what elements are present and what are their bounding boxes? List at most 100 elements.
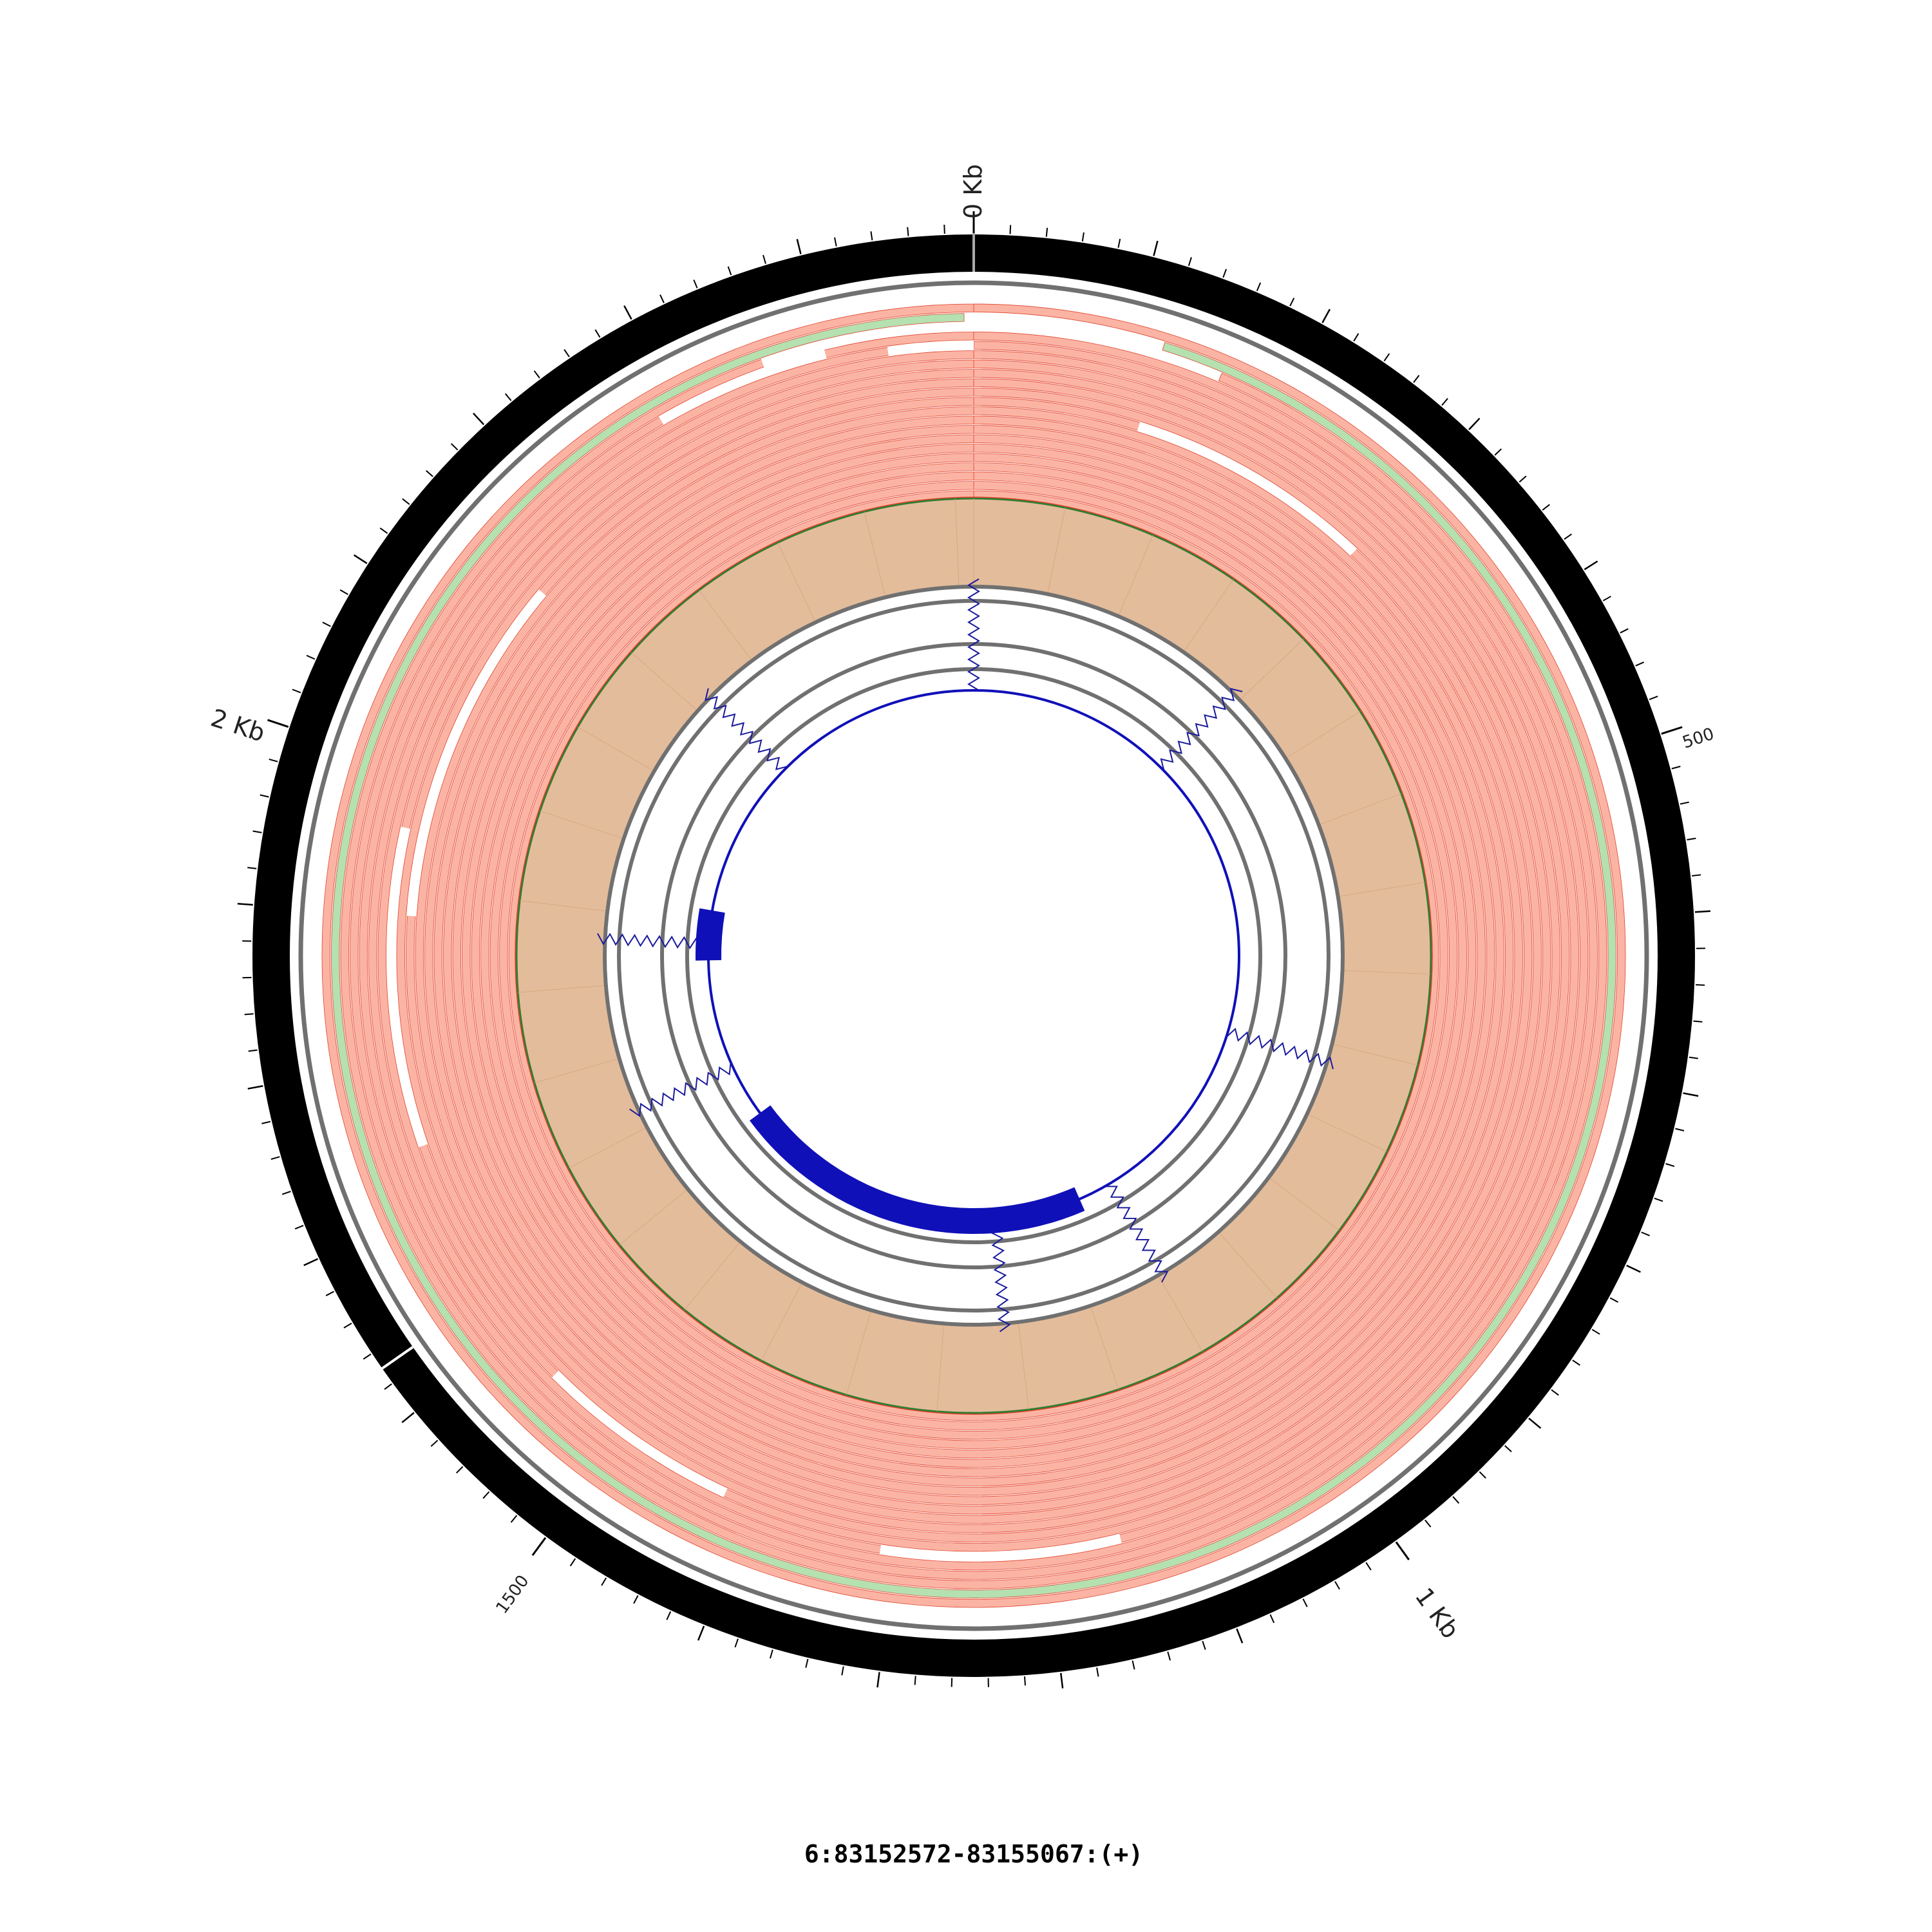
scale-tick — [943, 224, 945, 234]
scale-tick — [805, 1658, 809, 1668]
scale-tick — [876, 1672, 880, 1688]
scale-tick — [325, 1291, 334, 1296]
scale-label-2kb: 2 Kb — [207, 703, 269, 747]
scale-tick — [564, 349, 570, 357]
read-row — [462, 444, 1486, 1468]
scale-tick — [1680, 801, 1689, 805]
scale-tick — [796, 239, 802, 254]
coverage-bin — [520, 900, 607, 912]
scale-tick — [1504, 1445, 1512, 1453]
scale-tick — [252, 830, 262, 833]
read-row — [350, 332, 1598, 1580]
coverage-bin — [1090, 1307, 1119, 1390]
scale-tick — [270, 1156, 280, 1160]
coverage-bin — [1047, 507, 1066, 593]
junction-ring-inner — [685, 667, 1262, 1244]
scale-tick — [303, 1258, 319, 1266]
scale-tick — [693, 279, 698, 289]
scale-tick — [1269, 1614, 1275, 1624]
scale-label-1kb: 1 Kb — [1410, 1582, 1465, 1643]
splice-junction — [1104, 1186, 1169, 1283]
scale-tick — [450, 443, 459, 451]
scale-tick — [267, 719, 289, 728]
scale-tick — [1479, 1471, 1486, 1479]
scale-tick — [569, 1558, 576, 1567]
read-gap — [887, 341, 974, 356]
scale-tick — [1654, 1197, 1663, 1202]
scale-tick — [1222, 269, 1227, 278]
scale-tick — [1675, 1128, 1685, 1132]
coverage-inner-outline — [603, 585, 1345, 1327]
scale-tick — [870, 231, 873, 241]
coverage-bin — [540, 810, 623, 839]
read-row — [433, 415, 1514, 1496]
scale-tick — [1494, 448, 1502, 456]
scale-tick — [1441, 398, 1448, 406]
scale-tick — [402, 498, 410, 505]
read-row — [471, 453, 1477, 1459]
scale-tick — [1649, 696, 1658, 701]
read-row — [387, 369, 1560, 1542]
coverage-track — [515, 497, 1433, 1415]
scale-tick — [1236, 1628, 1244, 1643]
scale-tick — [834, 237, 837, 247]
scale-tick — [269, 758, 278, 762]
scale-tick — [1542, 504, 1550, 511]
scale-tick — [482, 1491, 490, 1499]
scale-label-0kb: 0 Kb — [959, 164, 987, 219]
scale-tick — [1687, 837, 1696, 841]
splice-junction — [1160, 688, 1243, 772]
coverage-bin — [761, 1283, 802, 1361]
scale-tick — [601, 1577, 607, 1586]
scale-tick — [281, 1191, 291, 1195]
scale-tick — [1202, 1640, 1206, 1650]
scale-tick — [247, 1085, 263, 1090]
ideogram-ring — [252, 233, 1695, 1677]
coverage-area — [516, 498, 1431, 1413]
read-row — [415, 397, 1533, 1515]
gene-exon — [695, 908, 725, 961]
coverage-bin — [1240, 638, 1304, 699]
scale-tick — [260, 794, 269, 798]
read-row — [377, 359, 1570, 1552]
scale-tick — [430, 1439, 439, 1447]
scale-tick — [1365, 1562, 1372, 1571]
read-row — [406, 388, 1542, 1524]
read-row — [331, 313, 1616, 1598]
scale-tick — [1551, 1389, 1559, 1396]
splice-junction — [967, 578, 980, 691]
read-row — [452, 434, 1495, 1477]
coverage-bin — [777, 542, 815, 621]
scale-tick — [1413, 375, 1420, 383]
scale-tick — [1334, 1581, 1340, 1590]
scale-tick — [727, 266, 732, 276]
scale-tick — [1353, 333, 1359, 342]
scale-tick — [697, 1625, 705, 1641]
scale-tick — [1689, 1056, 1698, 1059]
read-gap — [659, 349, 827, 425]
scale-tick — [322, 621, 331, 627]
read-row — [499, 481, 1448, 1430]
scale-ticks — [237, 211, 1710, 1689]
coverage-bin — [1308, 1114, 1387, 1152]
scale-tick — [1671, 766, 1681, 770]
scale-tick — [734, 1638, 739, 1648]
coverage-bin — [684, 1242, 740, 1311]
read-row — [368, 350, 1579, 1561]
scale-tick — [504, 393, 512, 401]
junction-ring-middle — [660, 642, 1287, 1269]
scale-tick — [1289, 298, 1295, 307]
coverage-bin — [1320, 793, 1402, 825]
read-gap — [1137, 422, 1357, 556]
scale-tick — [666, 1611, 672, 1620]
coverage-bin — [569, 1127, 647, 1169]
splice-junction — [705, 688, 788, 770]
scale-tick — [1452, 1496, 1460, 1504]
coverage-bin — [1333, 1044, 1418, 1066]
scale-tick — [1665, 1163, 1675, 1167]
coverage-bin — [864, 511, 886, 596]
scale-tick — [594, 329, 601, 338]
scale-tick — [1683, 1092, 1699, 1097]
scale-tick — [1528, 1417, 1542, 1429]
scale-tick — [1045, 227, 1048, 237]
